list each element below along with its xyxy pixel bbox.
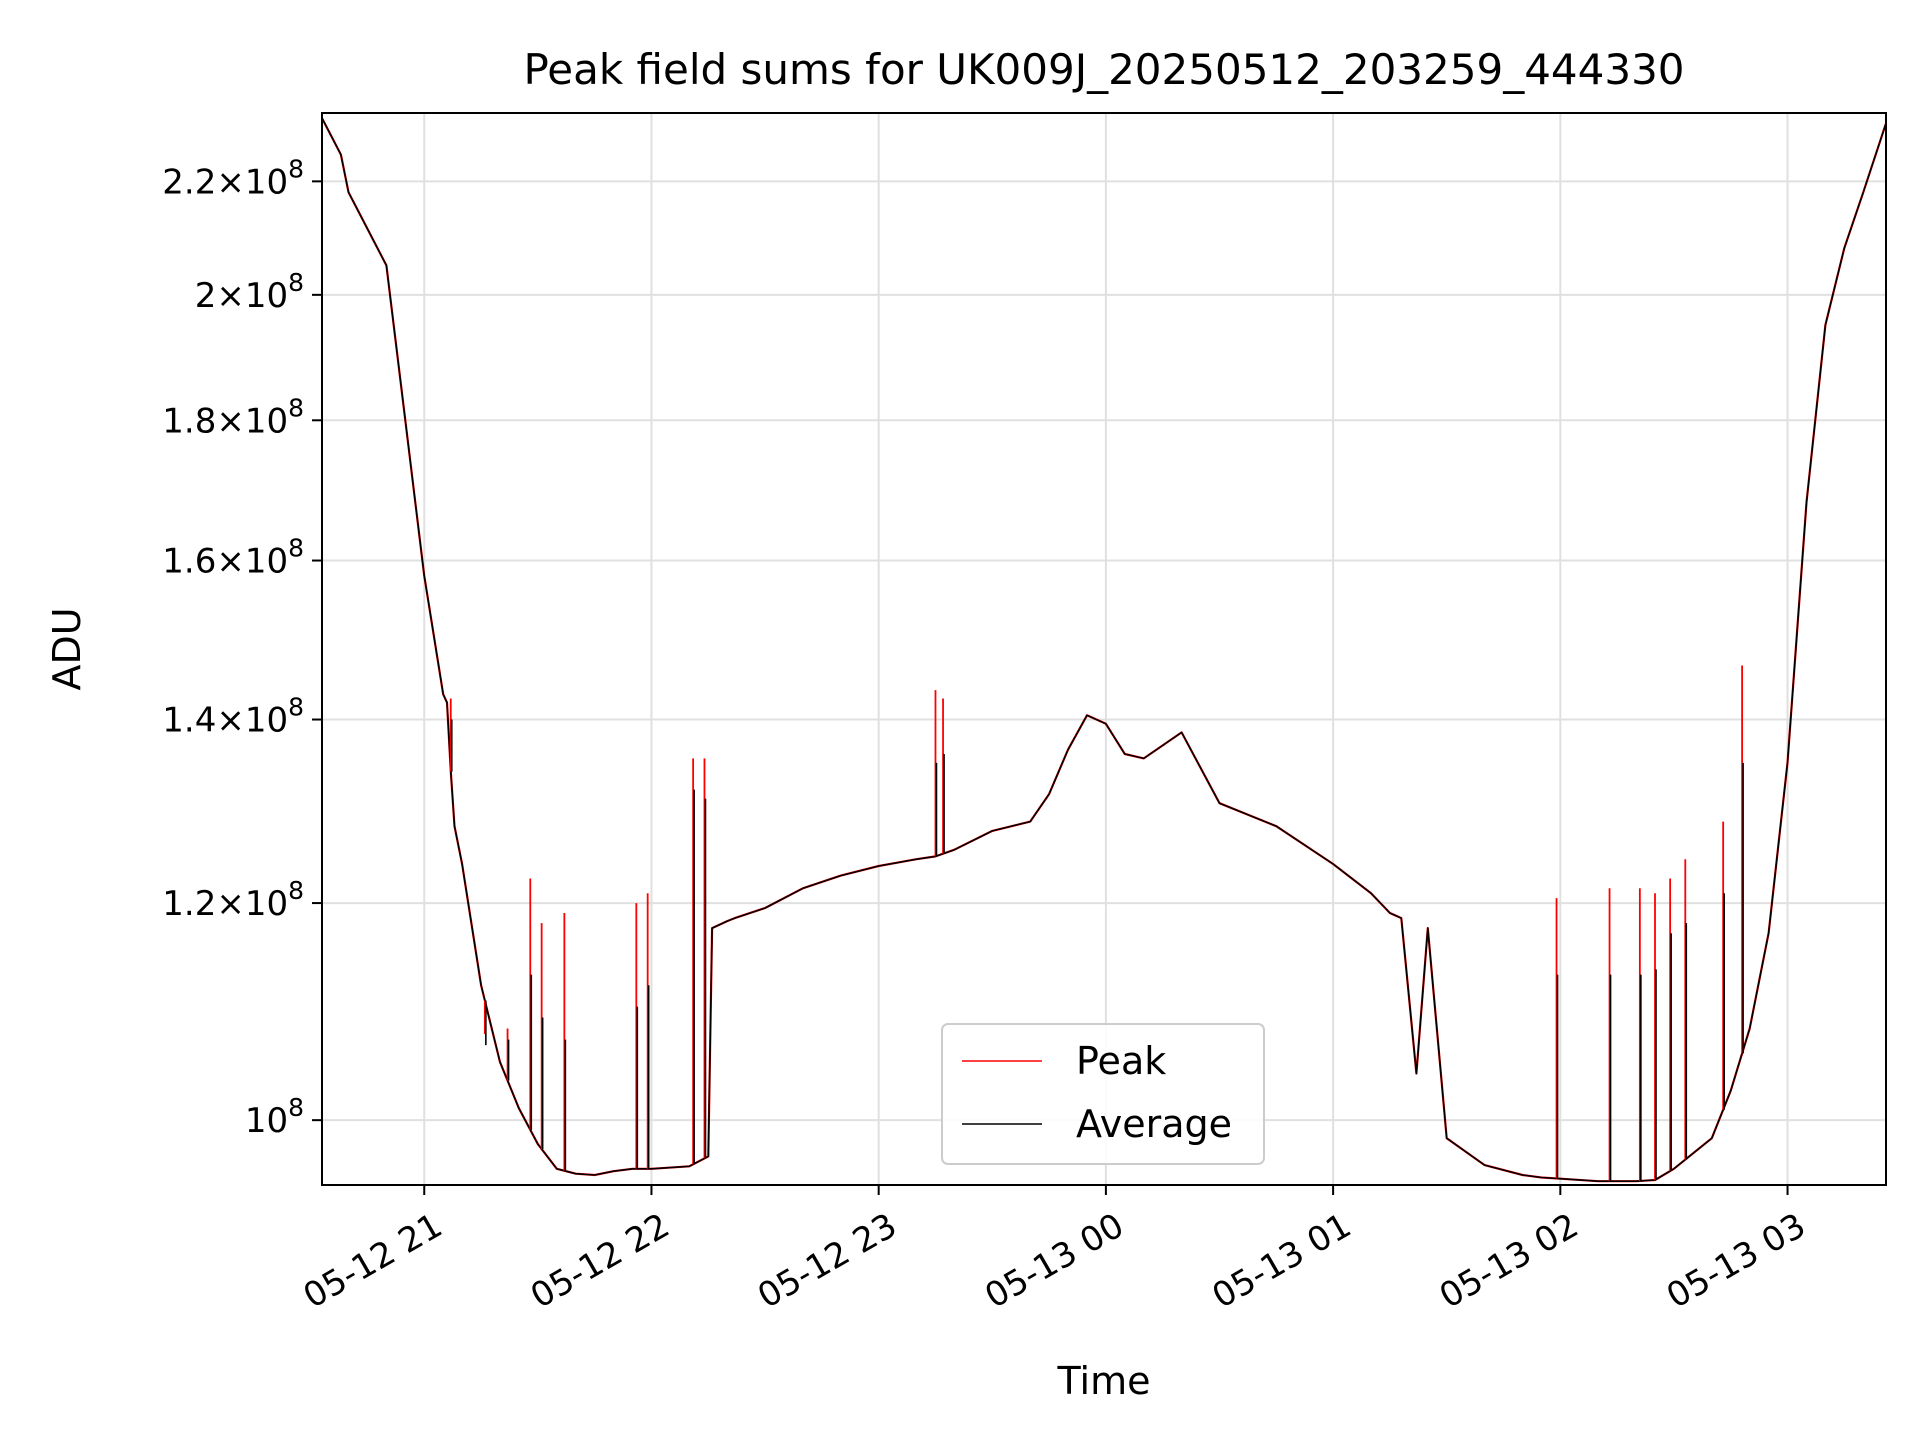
y-tick-label: 2×108 bbox=[195, 268, 304, 316]
y-axis-label: ADU bbox=[45, 607, 89, 690]
gridlines bbox=[322, 113, 1886, 1185]
chart-title: Peak field sums for UK009J_20250512_2032… bbox=[523, 45, 1684, 94]
y-tick-label: 2.2×108 bbox=[162, 154, 304, 202]
series-line-average bbox=[321, 117, 1887, 1182]
y-tick-label: 108 bbox=[245, 1093, 304, 1141]
legend-label-average: Average bbox=[1076, 1102, 1232, 1146]
legend-box bbox=[941, 1023, 1265, 1165]
y-tick-label: 1.4×108 bbox=[162, 693, 304, 741]
y-tick-label: 1.8×108 bbox=[162, 393, 304, 441]
legend-label-peak: Peak bbox=[1076, 1039, 1166, 1083]
y-axis: 108 1.2×108 1.4×108 1.6×108 1.8×108 2×108 2.2×… bbox=[162, 154, 322, 1141]
plot-frame bbox=[321, 112, 1887, 1186]
y-tick-label: 1.6×108 bbox=[162, 534, 304, 582]
y-tick-label: 1.2×108 bbox=[162, 876, 304, 924]
series-layer bbox=[321, 117, 1888, 1183]
x-axis-label: Time bbox=[1057, 1359, 1151, 1403]
legend: Peak Average bbox=[941, 1023, 1265, 1165]
